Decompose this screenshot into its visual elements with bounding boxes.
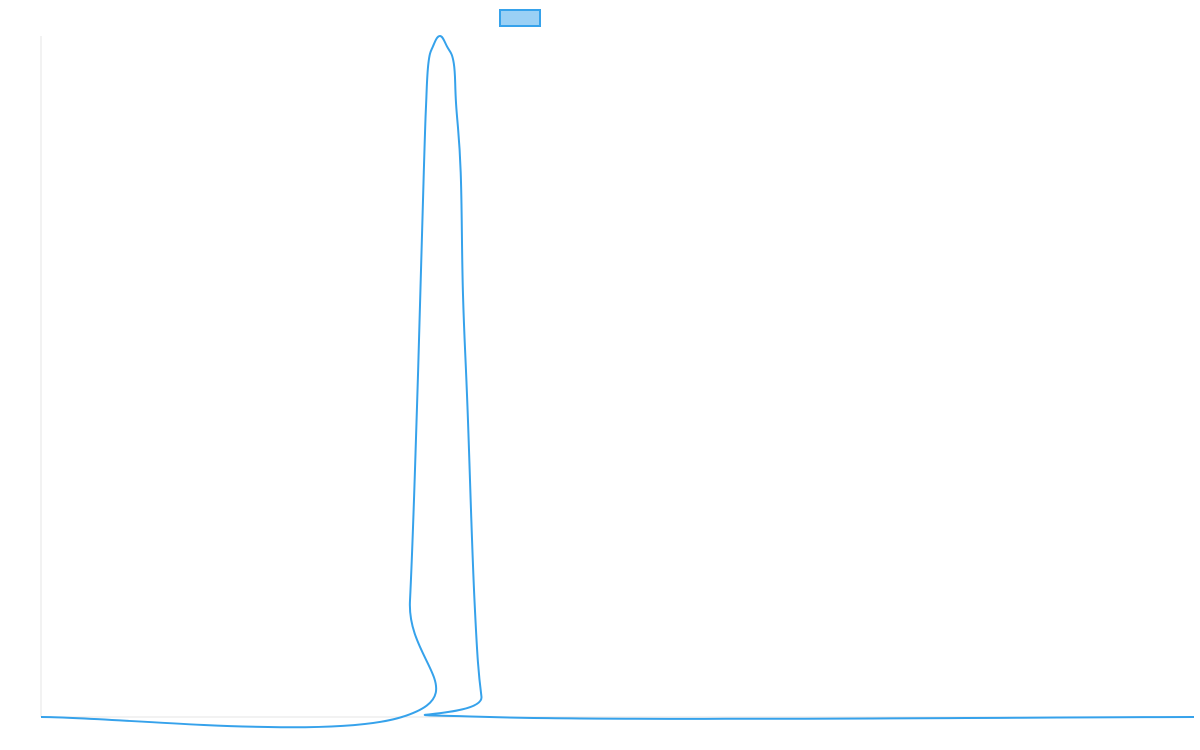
- series-layer: [40, 35, 1195, 729]
- series-line-0[interactable]: [40, 35, 1195, 729]
- legend-swatch[interactable]: [499, 9, 541, 27]
- legend[interactable]: [499, 9, 541, 27]
